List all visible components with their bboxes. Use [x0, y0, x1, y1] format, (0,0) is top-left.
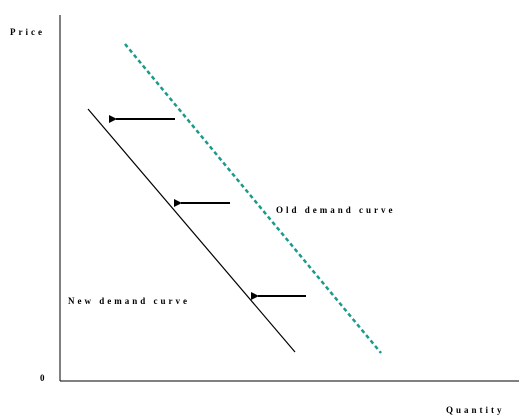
y-axis-label: Price: [10, 27, 45, 37]
origin-label: 0: [40, 373, 48, 383]
x-axis-label: Quantity: [446, 405, 505, 415]
new-curve-label: New demand curve: [68, 296, 190, 306]
new-demand-curve: [87, 108, 296, 353]
old-demand-curve: [124, 43, 382, 354]
old-curve-label: Old demand curve: [276, 205, 396, 215]
